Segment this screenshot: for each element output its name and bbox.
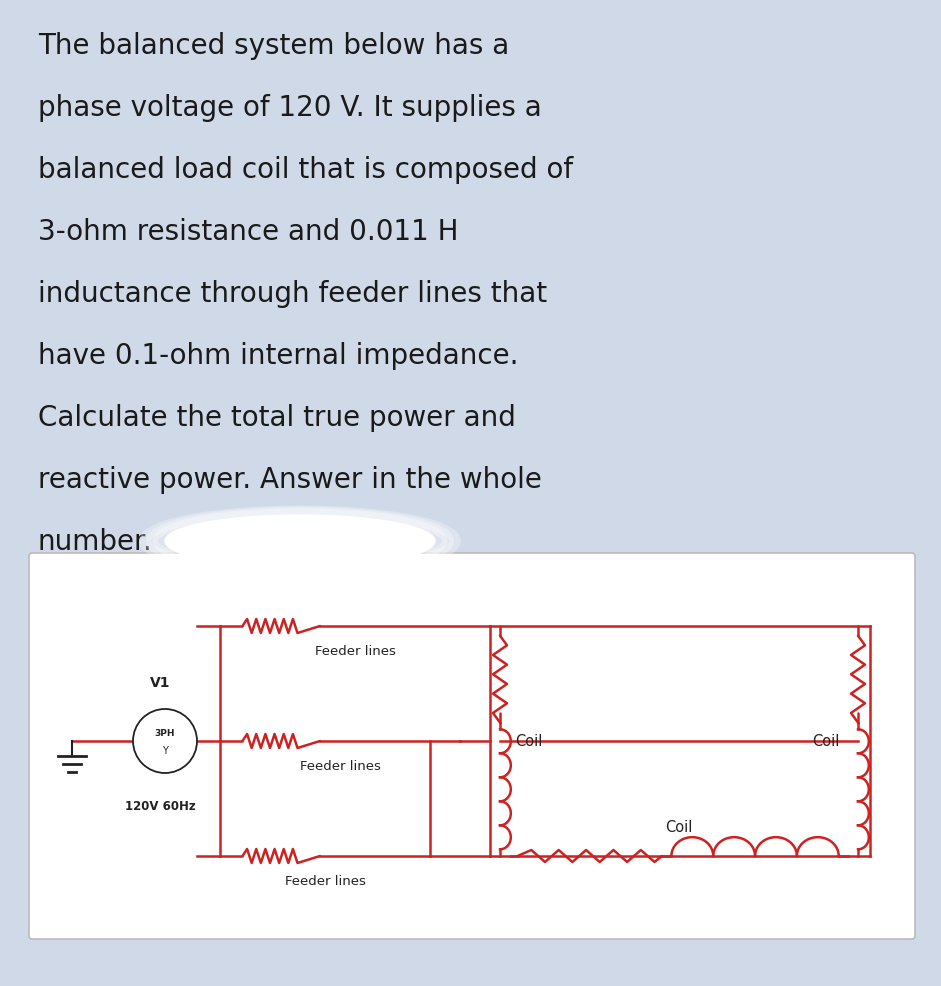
FancyBboxPatch shape [29, 553, 915, 939]
Text: balanced load coil that is composed of: balanced load coil that is composed of [38, 156, 573, 183]
Text: number.: number. [38, 528, 152, 555]
Text: 3PH: 3PH [154, 729, 175, 738]
Text: 3-ohm resistance and 0.011 H: 3-ohm resistance and 0.011 H [38, 218, 458, 246]
Text: Coil: Coil [813, 734, 840, 748]
Text: Coil: Coil [665, 819, 693, 834]
Text: phase voltage of 120 V. It supplies a: phase voltage of 120 V. It supplies a [38, 94, 542, 122]
Text: Feeder lines: Feeder lines [284, 875, 365, 887]
Text: Y: Y [162, 745, 167, 755]
Text: have 0.1-ohm internal impedance.: have 0.1-ohm internal impedance. [38, 342, 518, 370]
Text: reactive power. Answer in the whole: reactive power. Answer in the whole [38, 465, 542, 494]
Circle shape [133, 709, 197, 773]
Text: Calculate the total true power and: Calculate the total true power and [38, 403, 516, 432]
Text: The balanced system below has a: The balanced system below has a [38, 32, 509, 60]
Text: Feeder lines: Feeder lines [314, 644, 395, 658]
Text: Feeder lines: Feeder lines [299, 759, 380, 772]
Ellipse shape [165, 516, 435, 567]
Text: 120V 60Hz: 120V 60Hz [124, 800, 196, 812]
Text: Coil: Coil [515, 734, 542, 748]
Text: V1: V1 [150, 675, 170, 689]
Text: inductance through feeder lines that: inductance through feeder lines that [38, 280, 547, 308]
